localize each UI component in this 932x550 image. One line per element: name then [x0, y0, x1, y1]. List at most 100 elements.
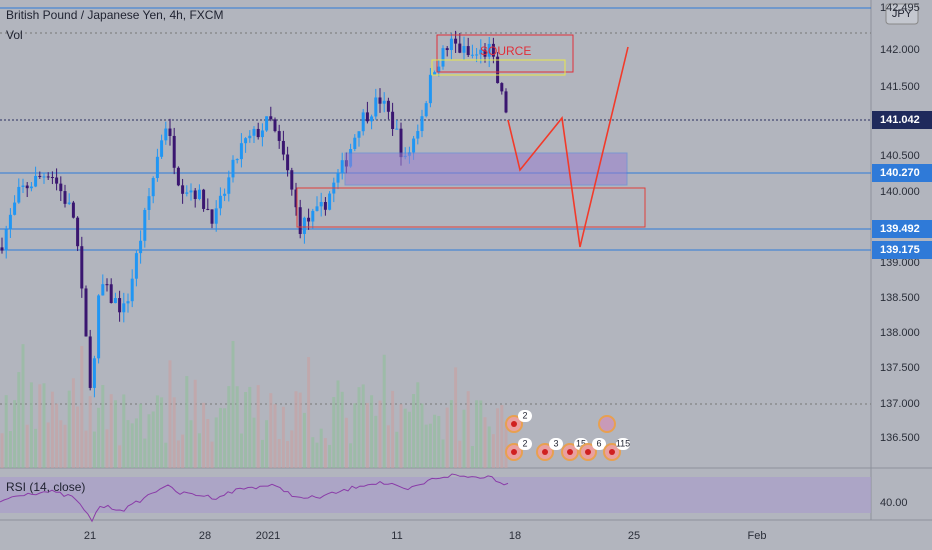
candle-body — [449, 38, 453, 51]
volume-bar — [97, 407, 101, 468]
price-tick-label: 137.000 — [880, 398, 920, 410]
volume-bar — [134, 418, 138, 468]
volume-bar — [273, 404, 277, 468]
volume-bar — [55, 403, 59, 468]
volume-bar — [269, 393, 273, 468]
volume-bar — [265, 420, 269, 468]
volume-bar — [139, 403, 143, 468]
volume-bar — [428, 423, 432, 468]
price-marker-bg — [872, 241, 932, 259]
candle-body — [475, 54, 479, 56]
candle-body — [496, 56, 500, 84]
candle-body — [357, 131, 361, 138]
volume-bar — [164, 442, 168, 468]
time-tick-label: Feb — [748, 530, 767, 542]
event-count: 3 — [553, 438, 558, 448]
volume-bar — [412, 393, 416, 468]
volume-bar — [286, 440, 290, 468]
candle-body — [433, 72, 437, 75]
candle-body — [210, 209, 214, 224]
volume-bar — [416, 382, 420, 468]
volume-bar — [323, 438, 327, 468]
volume-bar — [332, 397, 336, 468]
candle-body — [323, 202, 327, 210]
candle-body — [281, 140, 285, 155]
candle-body — [67, 202, 71, 204]
candle-body — [386, 100, 390, 112]
candle-body — [155, 156, 159, 179]
volume-bar — [126, 420, 130, 468]
axes: 142.495 142.000 141.500 140.500 140.000 139.0… — [84, 2, 932, 542]
volume-bar — [206, 419, 210, 468]
candle-body — [248, 135, 252, 139]
candle-body — [13, 202, 17, 215]
volume-bar — [244, 391, 248, 468]
volume-bar — [365, 403, 369, 468]
volume-bar — [218, 407, 222, 468]
volume-bar — [311, 437, 315, 468]
volume-bar — [172, 397, 176, 468]
price-marker: 140.270 — [880, 167, 920, 179]
time-tick-label: 18 — [509, 530, 521, 542]
volume-bar — [0, 433, 4, 468]
currency-button[interactable] — [885, 3, 919, 25]
currency-label[interactable]: JPY — [892, 8, 913, 20]
volume-bar — [496, 408, 500, 468]
volume-bar — [391, 390, 395, 468]
candle-body — [21, 185, 25, 187]
price-tick-label: 140.500 — [880, 150, 920, 162]
volume-bar — [470, 446, 474, 468]
volume-bar — [328, 444, 332, 468]
candle-body — [168, 128, 172, 136]
volume-bar — [151, 411, 155, 468]
volume-bar — [8, 431, 12, 468]
chart-pane — [0, 0, 932, 521]
volume-bar — [223, 408, 227, 468]
price-tick-label: 142.000 — [880, 44, 920, 56]
source-box — [436, 34, 574, 73]
candle-body — [109, 284, 113, 304]
candle-body — [420, 116, 424, 132]
event-badge-dot — [609, 449, 615, 455]
volume-bar — [29, 382, 33, 468]
volume-bar — [71, 378, 75, 468]
candle-body — [269, 116, 273, 120]
candle-body — [84, 288, 88, 337]
candle-body — [29, 186, 33, 189]
candle-body — [147, 196, 151, 210]
candle-body — [25, 185, 29, 189]
volume-bar — [449, 400, 453, 468]
time-tick-label: 28 — [199, 530, 211, 542]
candle-body — [34, 175, 38, 187]
candle-body — [395, 128, 399, 130]
time-tick-label: 2021 — [256, 530, 280, 542]
candle-body — [92, 358, 96, 388]
candle-body — [38, 175, 42, 177]
volume-bar — [386, 425, 390, 468]
volume-bar — [370, 395, 374, 468]
event-badge[interactable] — [598, 415, 616, 433]
candle-body — [361, 112, 365, 132]
volume-bar — [143, 438, 147, 468]
candle-body — [365, 112, 369, 122]
volume-bar — [80, 346, 84, 468]
candle-body — [164, 128, 168, 141]
price-marker: 139.175 — [880, 244, 920, 256]
candle-body — [298, 207, 302, 234]
price-marker: 139.492 — [880, 223, 920, 235]
volume-bar — [483, 417, 487, 468]
volume-bar — [454, 367, 458, 468]
candle-body — [336, 173, 340, 183]
volume-bar — [147, 414, 151, 468]
price-marker-bg — [872, 220, 932, 238]
candle-body — [118, 298, 122, 313]
rsi-line — [0, 473, 509, 523]
candle-body — [328, 193, 332, 210]
candle-body — [294, 189, 298, 208]
candle-body — [143, 209, 147, 241]
candle-body — [231, 159, 235, 178]
price-tick-label: 136.500 — [880, 432, 920, 444]
volume-bar — [307, 357, 311, 468]
volume-bar — [92, 431, 96, 468]
candle-body — [412, 138, 416, 153]
